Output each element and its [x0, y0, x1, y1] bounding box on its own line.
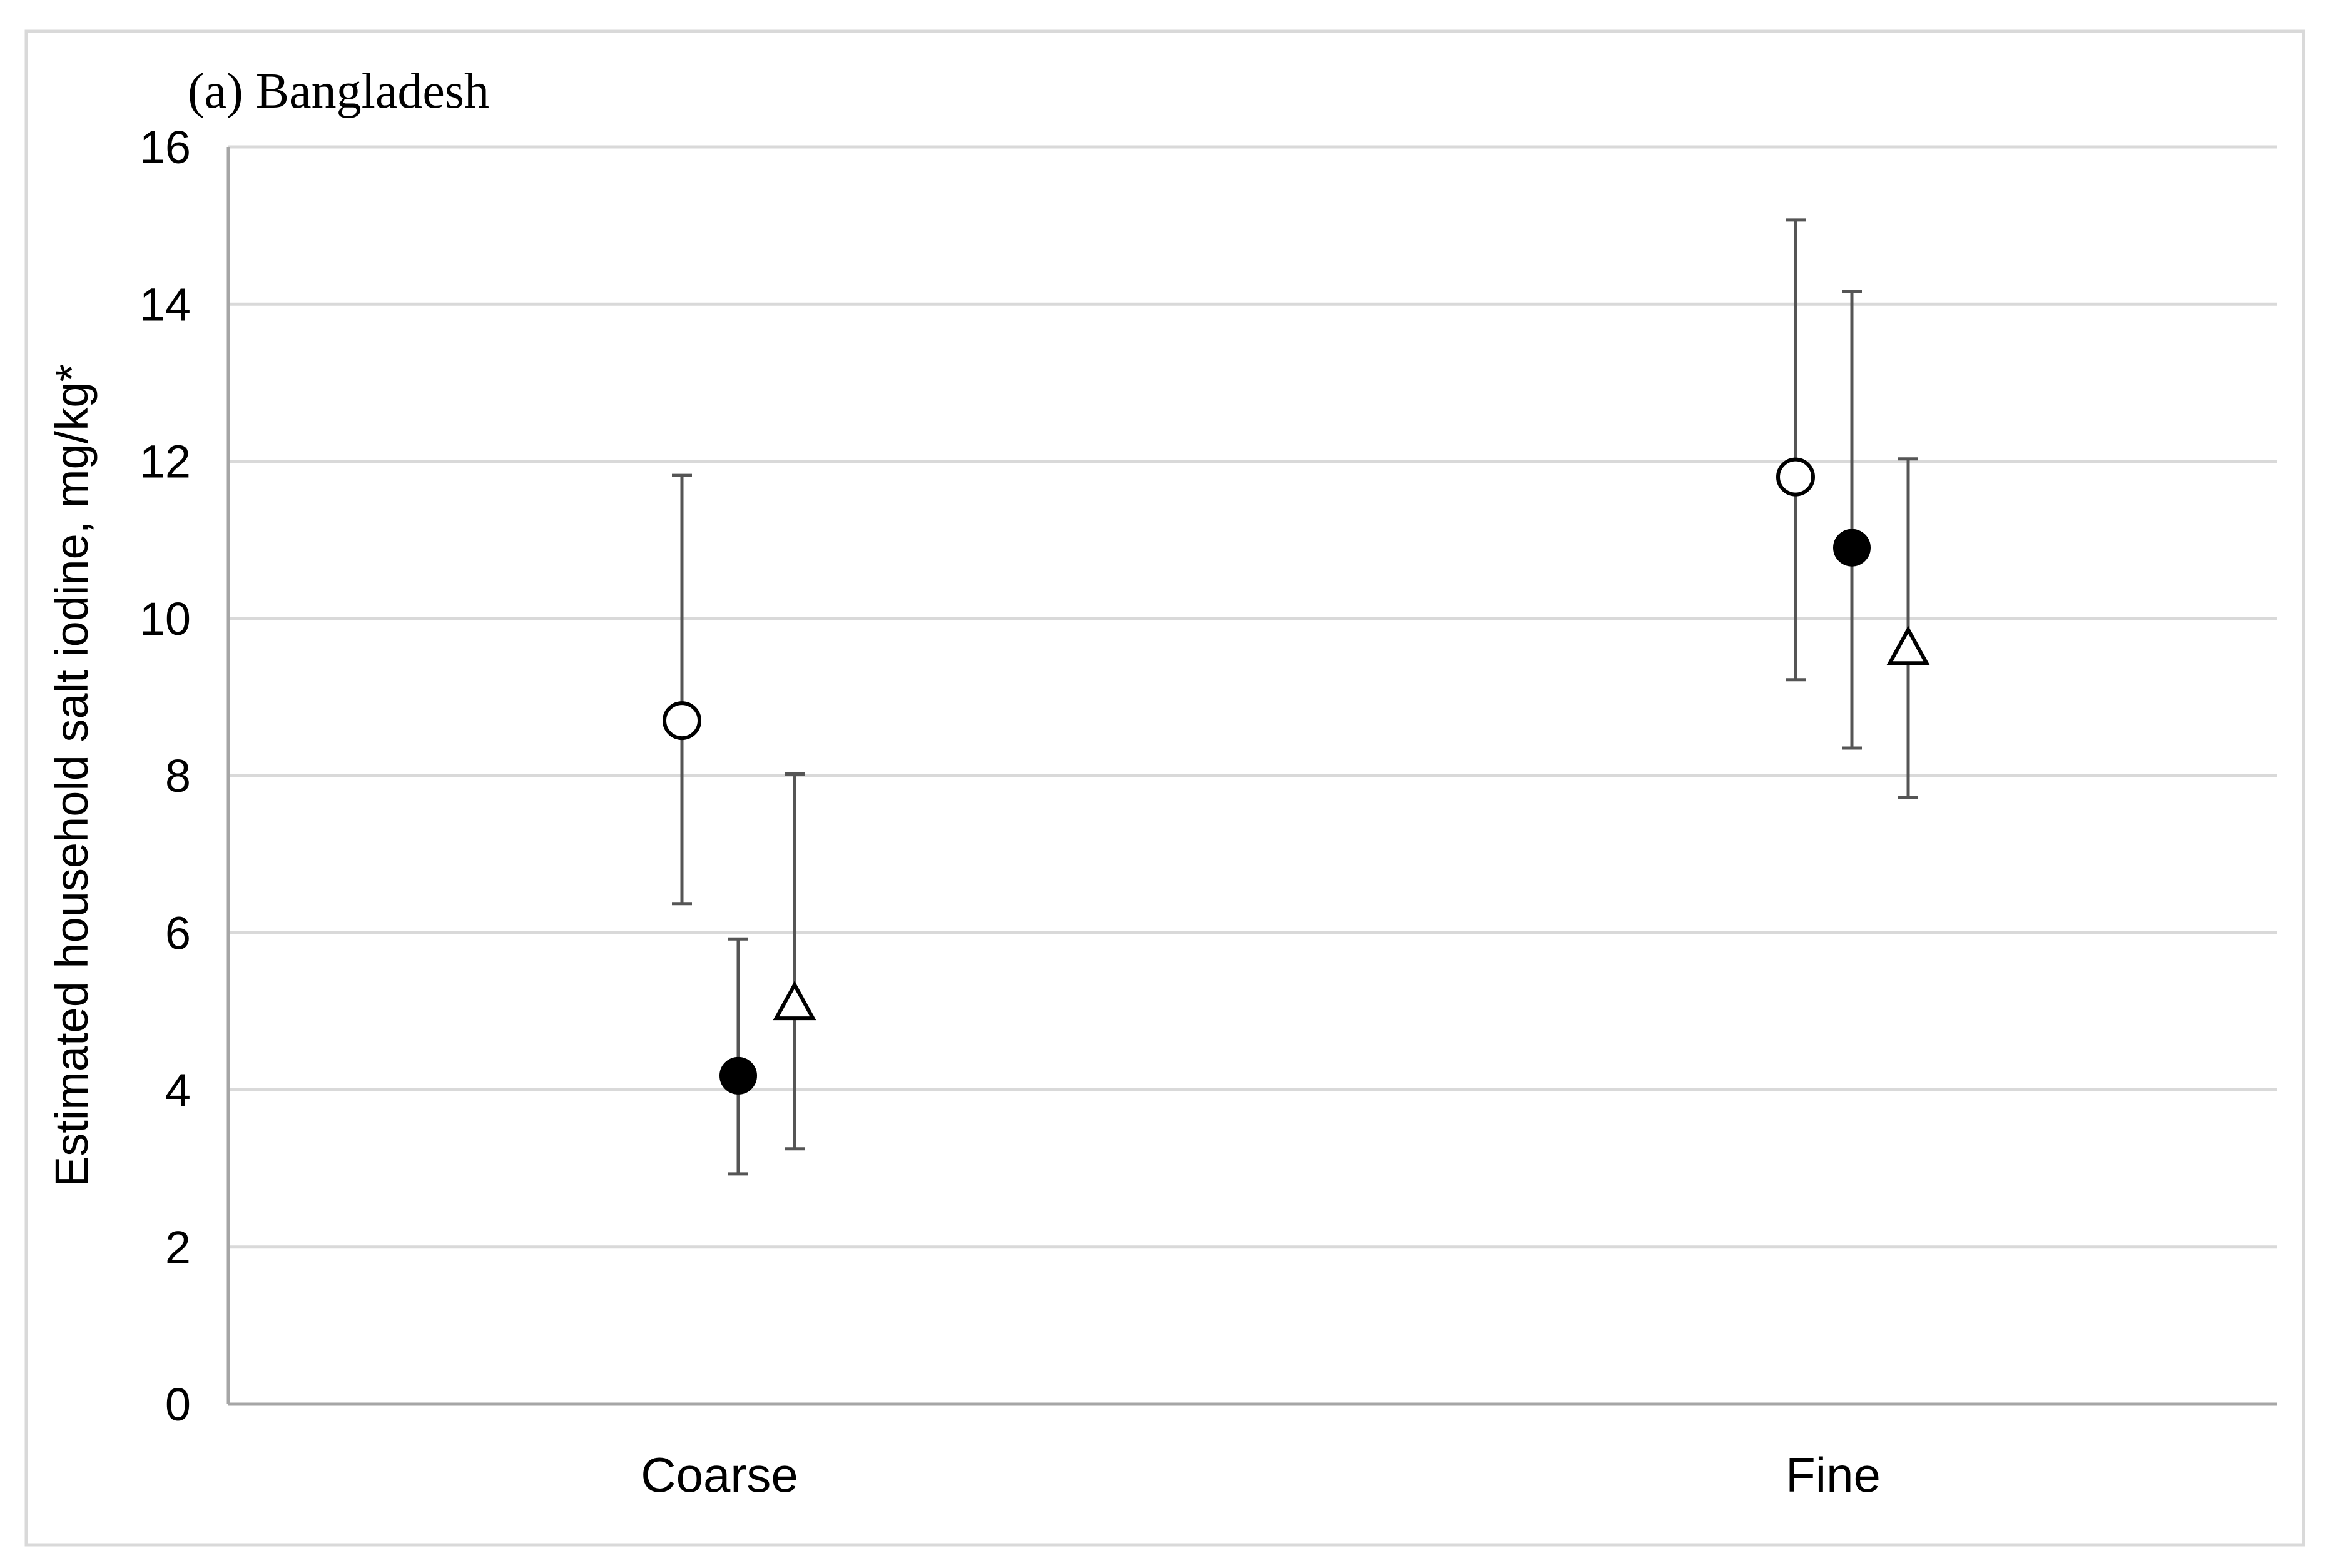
- data-point-open-circle: [1776, 457, 1815, 497]
- chart-title: (a) Bangladesh: [188, 64, 489, 119]
- data-point-open-circle: [663, 701, 701, 741]
- y-tick-label: 16: [140, 121, 191, 173]
- x-category-label: Fine: [1786, 1447, 1881, 1502]
- y-tick-label: 2: [165, 1222, 191, 1273]
- error-bars: [672, 218, 1918, 1176]
- data-point-open-triangle: [1886, 625, 1930, 665]
- y-tick-labels: 0 2 4 6 8 10 12 14 16: [140, 121, 191, 1430]
- data-markers: [663, 457, 1930, 1095]
- y-tick-label: 10: [140, 593, 191, 645]
- y-axis-title: Estimated household salt iodine, mg/kg*: [46, 364, 98, 1187]
- y-tick-label: 0: [165, 1378, 191, 1430]
- data-point-filled-circle: [719, 1056, 757, 1095]
- x-category-labels: Coarse Fine: [641, 1447, 1881, 1502]
- y-tick-label: 4: [165, 1065, 191, 1116]
- y-tick-label: 14: [140, 278, 191, 330]
- gridlines: [228, 145, 2277, 1249]
- data-point-filled-circle: [1833, 529, 1871, 567]
- chart-frame: [24, 29, 2305, 1547]
- y-tick-label: 12: [140, 436, 191, 488]
- data-point-open-triangle: [773, 981, 816, 1021]
- x-category-label: Coarse: [641, 1447, 798, 1502]
- y-tick-label: 6: [165, 907, 191, 959]
- y-tick-label: 8: [165, 750, 191, 802]
- axes: [226, 147, 2277, 1406]
